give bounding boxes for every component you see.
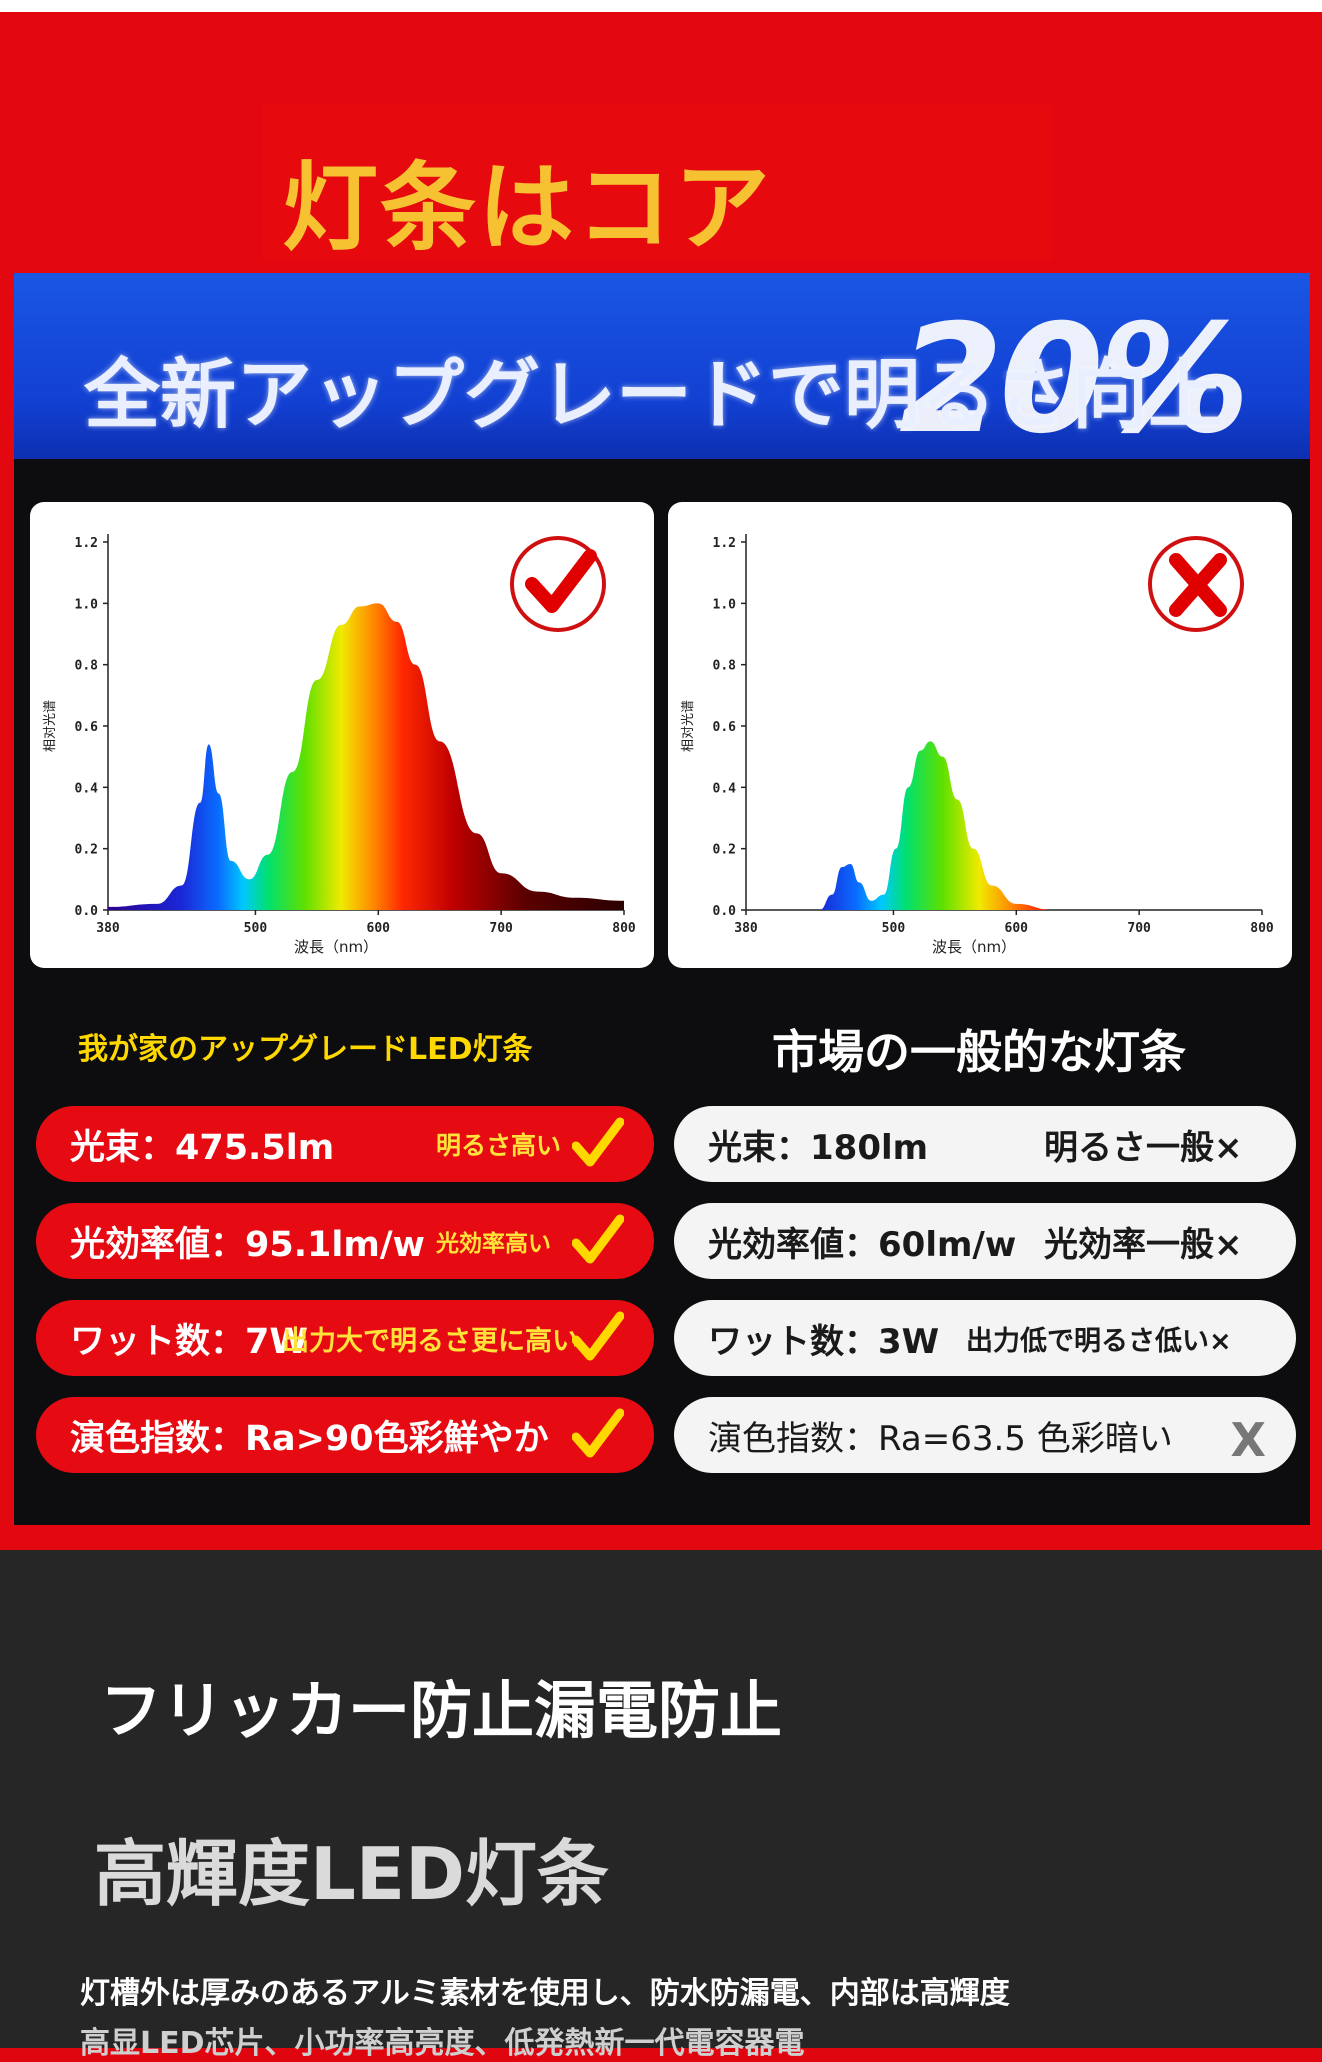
y-tick-label: 1.0: [713, 597, 737, 612]
y-tick-label: 0.2: [75, 843, 98, 858]
market-spec-row: 演色指数：Ra=63.5 色彩暗い X: [674, 1397, 1296, 1473]
check-icon: [572, 1214, 624, 1264]
spec-note: 光効率一般×: [1044, 1224, 1243, 1265]
headline: 灯条はコア: [282, 152, 772, 264]
x-tick-label: 800: [1250, 921, 1274, 936]
check-icon: [572, 1408, 624, 1458]
upgrade-spec-row: 光効率値：95.1lm/w 光効率高い: [36, 1203, 654, 1279]
spectrum-area: [746, 741, 1262, 910]
y-axis-label: 相对光谱: [43, 700, 58, 752]
y-tick-label: 0.0: [75, 904, 99, 919]
check-icon: [572, 1311, 624, 1361]
cross-icon: [1169, 553, 1227, 617]
spec-value: ワット数：3W: [708, 1321, 940, 1362]
feature-section: [0, 1550, 1322, 2048]
x-tick-label: 700: [489, 921, 513, 936]
spec-note: 出力低で明るさ低い×: [966, 1325, 1232, 1357]
y-tick-label: 0.8: [75, 659, 99, 674]
headline-box: [262, 105, 1052, 260]
spec-note: 光効率高い: [436, 1231, 551, 1257]
spectrum-svg-upgrade: 1.2 1.0 0.8 0.6 0.4 0.2 0.0 380 500 600 700 800 波長（n…: [43, 534, 636, 956]
y-tick-label: 1.0: [75, 597, 99, 612]
x-tick-label: 600: [367, 921, 391, 936]
market-spec-row: ワット数：3W 出力低で明るさ低い×: [674, 1300, 1296, 1376]
check-icon: [525, 549, 597, 613]
x-tick-label: 800: [612, 921, 636, 936]
feature-description-cont: 高显LED芯片、小功率高亮度、低発熱新一代電容器電: [80, 2026, 805, 2061]
y-tick-label: 0.6: [75, 720, 99, 735]
feature-description: 灯槽外は厚みのあるアルミ素材を使用し、防水防漏電、内部は高輝度: [80, 1976, 1010, 2011]
top-strip: [0, 0, 1322, 12]
banner-percentage: 20%: [898, 293, 1250, 459]
y-tick-label: 0.8: [713, 659, 737, 674]
spectrum-chart-market: 1.2 1.0 0.8 0.6 0.4 0.2 0.0 380 500 600 700 800 波長（n…: [668, 502, 1292, 968]
spec-note: 明るさ高い: [436, 1131, 562, 1160]
y-axis-label: 相对光谱: [681, 700, 696, 752]
cross-icon: X: [1230, 1413, 1266, 1467]
market-column-title: 市場の一般的な灯条: [772, 1025, 1186, 1079]
x-tick-label: 600: [1005, 921, 1029, 936]
x-tick-label: 500: [244, 921, 268, 936]
upgrade-spec-row: 光束：475.5lm 明るさ高い: [36, 1106, 654, 1182]
x-axis-label: 波長（nm）: [294, 938, 378, 956]
spec-value: 光効率値：95.1lm/w: [70, 1224, 425, 1265]
y-tick-label: 0.0: [713, 904, 737, 919]
x-tick-label: 380: [734, 921, 758, 936]
y-tick-label: 1.2: [75, 536, 98, 551]
check-icon: [572, 1117, 624, 1167]
spec-value: 光効率値：60lm/w: [708, 1224, 1017, 1265]
y-tick-label: 0.2: [713, 843, 736, 858]
spec-value: ワット数：7W: [70, 1321, 308, 1362]
x-tick-label: 500: [882, 921, 906, 936]
spec-value: 光束：180lm: [708, 1127, 929, 1168]
feature-subtitle: 高輝度LED灯条: [94, 1832, 609, 1916]
spec-value: 演色指数：Ra=63.5 色彩暗い: [708, 1418, 1173, 1459]
banner-text: 全新アップグレードで明るさ向上: [84, 350, 1224, 439]
feature-title: フリッカー防止漏電防止: [100, 1674, 783, 1747]
upgrade-column-title: 我が家のアップグレードLED灯条: [78, 1032, 533, 1067]
market-spec-row: 光効率値：60lm/w 光効率一般×: [674, 1203, 1296, 1279]
spectrum-area: [108, 603, 624, 910]
upgrade-spec-row: ワット数：7W 出力大で明るさ更に高い: [36, 1300, 654, 1376]
spec-value: 光束：475.5lm: [70, 1127, 335, 1168]
spec-value: 演色指数：Ra>90色彩鮮やか: [70, 1418, 549, 1459]
x-axis-label: 波長（nm）: [932, 938, 1016, 956]
y-tick-label: 0.4: [713, 781, 737, 796]
y-tick-label: 0.4: [75, 781, 99, 796]
market-spec-row: 光束：180lm 明るさ一般×: [674, 1106, 1296, 1182]
spectrum-svg-market: 1.2 1.0 0.8 0.6 0.4 0.2 0.0 380 500 600 700 800 波長（n…: [681, 534, 1274, 956]
x-tick-label: 700: [1127, 921, 1151, 936]
spec-note: 明るさ一般×: [1044, 1127, 1243, 1168]
brightness-banner: 20% 全新アップグレードで明るさ向上: [14, 273, 1310, 459]
x-tick-label: 380: [96, 921, 120, 936]
spec-note: 出力大で明るさ更に高い: [282, 1325, 579, 1357]
upgrade-spec-row: 演色指数：Ra>90色彩鮮やか: [36, 1397, 654, 1473]
y-tick-label: 0.6: [713, 720, 737, 735]
y-tick-label: 1.2: [713, 536, 736, 551]
spectrum-chart-upgrade: 1.2 1.0 0.8 0.6 0.4 0.2 0.0 380 500 600 700 800 波長（n…: [30, 502, 654, 968]
